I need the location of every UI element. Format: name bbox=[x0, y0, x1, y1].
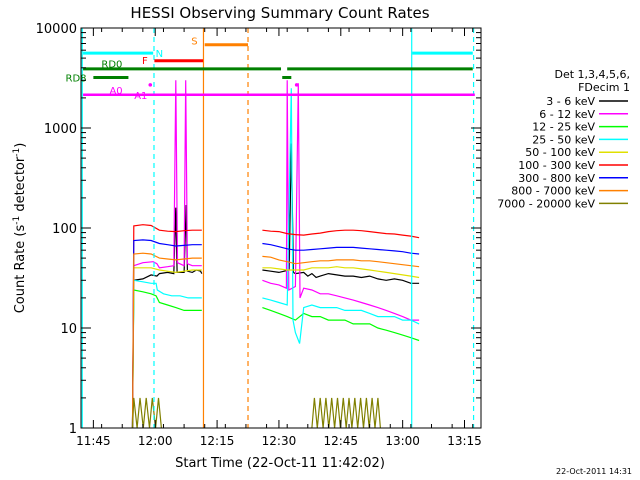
legend-label-1: 6 - 12 keV bbox=[539, 108, 595, 121]
x-axis-label: Start Time (22-Oct-11 11:42:02) bbox=[175, 456, 385, 471]
x-tick-label-6: 13:15 bbox=[447, 434, 482, 448]
state-bar-label-4: RD0 bbox=[101, 60, 122, 71]
series-line-2-segment-1 bbox=[262, 307, 420, 342]
y-axis-label: Count Rate (s-1 detector-1) bbox=[12, 143, 28, 314]
legend-label-3: 25 - 50 keV bbox=[532, 133, 595, 146]
y-axis-label-sup1: -1 bbox=[12, 216, 22, 225]
y-axis-label-end: ) bbox=[13, 143, 28, 148]
x-tick-label-2: 12:15 bbox=[200, 434, 235, 448]
series-line-0-segment-1 bbox=[262, 143, 420, 284]
legend-header-line1: Det 1,3,4,5,6, bbox=[554, 68, 630, 81]
footnote-date: 22-Oct-2011 14:31 bbox=[556, 467, 632, 476]
series-line-3-segment-0 bbox=[131, 279, 202, 428]
state-marker-1 bbox=[294, 83, 299, 87]
series-line-2-segment-0 bbox=[131, 289, 202, 428]
series-line-5-segment-0 bbox=[131, 224, 202, 428]
series-line-6-segment-0 bbox=[131, 239, 202, 428]
legend-label-2: 12 - 25 keV bbox=[532, 121, 595, 134]
series-line-5-segment-1 bbox=[262, 229, 420, 239]
y-axis-label-mid: detector bbox=[13, 156, 28, 216]
state-bar-label-9: A1 bbox=[134, 91, 147, 102]
series-line-0-segment-0 bbox=[131, 204, 203, 428]
series-line-7-segment-1 bbox=[262, 255, 420, 268]
state-bar-label-3: F bbox=[142, 56, 148, 67]
series-line-7-segment-0 bbox=[131, 252, 202, 428]
y-tick-label-3: 1000 bbox=[44, 122, 77, 137]
legend-header-line2: FDecim 1 bbox=[578, 81, 630, 94]
x-tick-label-0: 11:45 bbox=[76, 434, 111, 448]
state-marker-0 bbox=[148, 83, 153, 87]
y-tick-label-4: 10000 bbox=[36, 22, 77, 37]
series-line-6-segment-1 bbox=[262, 242, 420, 255]
y-tick-label-0: 1 bbox=[69, 422, 77, 437]
state-bars-layer: N S F RD0 RD8 A0 A1 bbox=[66, 36, 475, 102]
state-bar-label-0: N bbox=[156, 49, 163, 60]
x-tick-label-5: 13:00 bbox=[385, 434, 420, 448]
state-bar-label-6: RD8 bbox=[66, 73, 87, 84]
state-bar-label-2: S bbox=[191, 36, 197, 47]
y-tick-label-2: 100 bbox=[52, 222, 77, 237]
y-tick-label-1: 10 bbox=[60, 322, 77, 337]
legend-label-0: 3 - 6 keV bbox=[546, 95, 595, 108]
legend-label-7: 800 - 7000 keV bbox=[511, 185, 595, 198]
legend-label-5: 100 - 300 keV bbox=[518, 159, 595, 172]
legend-label-4: 50 - 100 keV bbox=[525, 146, 595, 159]
y-axis-label-sup2: -1 bbox=[12, 148, 22, 157]
legend-label-8: 7000 - 20000 keV bbox=[497, 197, 595, 210]
state-bar-label-8: A0 bbox=[109, 86, 122, 97]
y-axis-label-main: Count Rate (s bbox=[13, 225, 28, 314]
series-line-4-segment-0 bbox=[131, 267, 202, 428]
series-line-3-segment-1 bbox=[262, 88, 420, 344]
y-axis: 1 10 100 1000 10000 bbox=[36, 22, 481, 437]
x-tick-label-1: 12:00 bbox=[138, 434, 173, 448]
series-line-4-segment-1 bbox=[262, 266, 420, 279]
series-line-1-segment-1 bbox=[262, 80, 420, 321]
series-line-8-segment-0 bbox=[131, 397, 162, 428]
chart-title: HESSI Observing Summary Count Rates bbox=[130, 4, 429, 22]
x-tick-label-3: 12:30 bbox=[262, 434, 297, 448]
legend-label-6: 300 - 800 keV bbox=[518, 172, 595, 185]
series-layer bbox=[131, 80, 420, 428]
series-line-1-segment-0 bbox=[131, 80, 202, 428]
x-axis: 11:45 12:00 12:15 12:30 12:45 13:00 13:15 bbox=[76, 28, 482, 448]
x-tick-label-4: 12:45 bbox=[323, 434, 358, 448]
